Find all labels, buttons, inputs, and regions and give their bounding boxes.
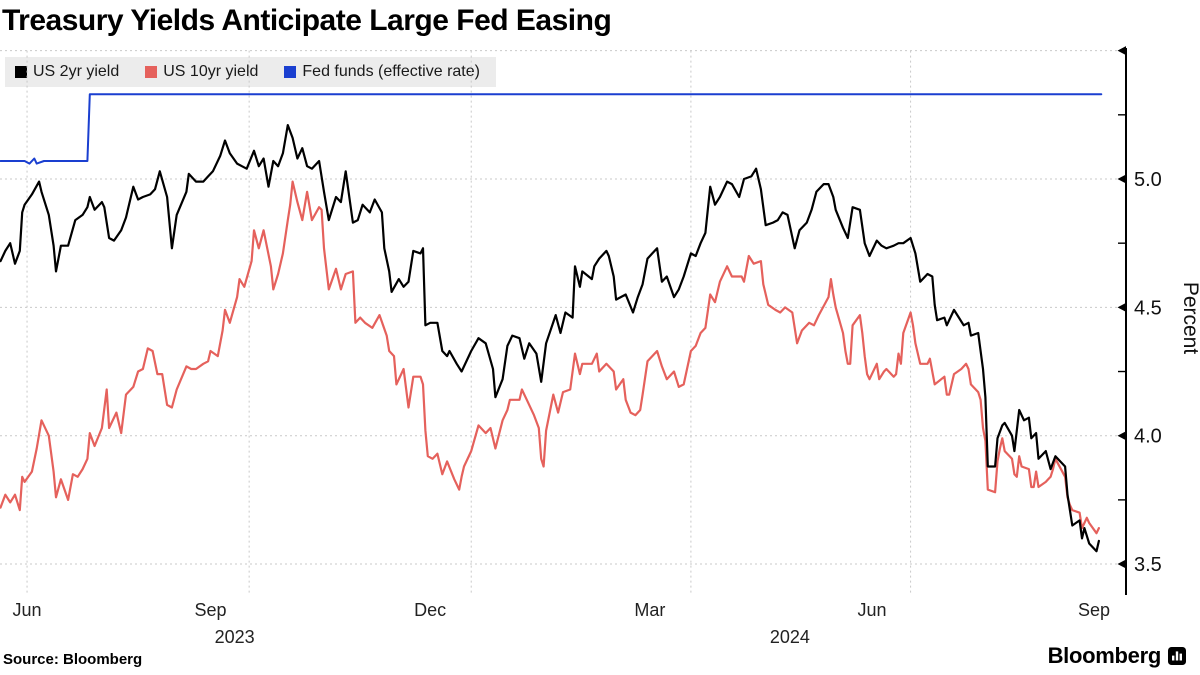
x-tick-label: Dec	[414, 600, 446, 620]
x-tick-label: Sep	[1078, 600, 1110, 620]
x-year-label: 2024	[770, 627, 810, 647]
us-2yr-swatch-icon	[15, 66, 27, 78]
y-tick-label: 4.0	[1134, 426, 1162, 448]
y-axis-major-tick	[1117, 174, 1126, 184]
us-10yr-yield-line	[0, 180, 1101, 535]
legend-label: US 2yr yield	[33, 63, 120, 80]
legend-label: US 10yr yield	[163, 63, 259, 80]
bar-chart-icon	[1168, 647, 1186, 665]
legend-item-us-10yr: US 10yr yield	[145, 63, 258, 81]
y-axis-title: Percent	[1179, 282, 1200, 355]
y-tick-label: 5.0	[1134, 169, 1162, 191]
y-axis-major-tick	[1117, 302, 1126, 312]
y-axis-major-tick	[1117, 46, 1126, 56]
bloomberg-wordmark: Bloomberg	[1047, 643, 1162, 668]
legend-item-fed-funds: Fed funds (effective rate)	[284, 63, 480, 81]
legend-label: Fed funds (effective rate)	[302, 63, 480, 80]
chart-legend: US 2yr yield US 10yr yield Fed funds (ef…	[5, 57, 496, 87]
x-year-label: 2023	[215, 627, 255, 647]
x-tick-label: Sep	[195, 600, 227, 620]
source-label: Source: Bloomberg	[3, 651, 143, 668]
x-tick-label: Jun	[13, 600, 42, 620]
fed-funds-effective-rate--line	[0, 93, 1103, 165]
y-axis-major-tick	[1117, 559, 1126, 569]
x-tick-label: Mar	[634, 600, 665, 620]
page-title: Treasury Yields Anticipate Large Fed Eas…	[2, 4, 612, 37]
us-2yr-yield-line	[0, 123, 1101, 553]
us-10yr-swatch-icon	[145, 66, 158, 78]
legend-item-us-2yr: US 2yr yield	[15, 63, 119, 81]
y-tick-label: 4.5	[1134, 297, 1162, 319]
bloomberg-logo: Bloomberg	[1048, 643, 1186, 669]
y-tick-label: 3.5	[1134, 554, 1162, 576]
y-axis-major-tick	[1117, 431, 1126, 441]
x-tick-label: Jun	[857, 600, 886, 620]
fed-funds-swatch-icon	[284, 66, 297, 78]
